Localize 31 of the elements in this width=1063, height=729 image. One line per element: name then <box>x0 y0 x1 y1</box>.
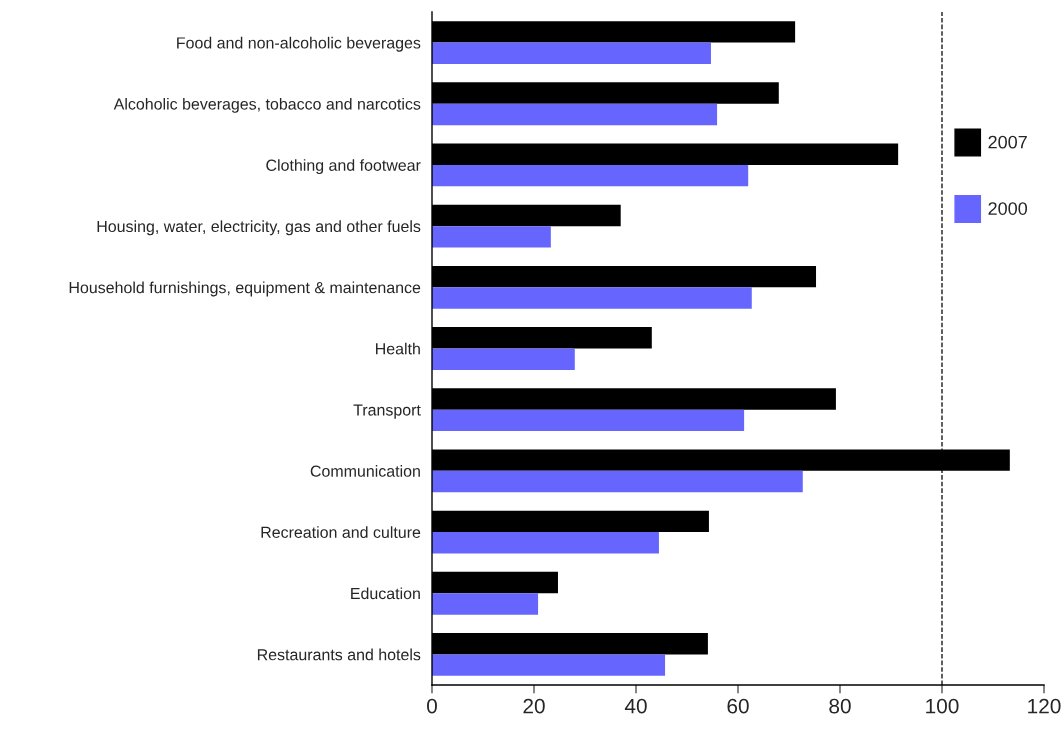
x-tick-label: 100 <box>926 698 959 714</box>
x-tick-label: 80 <box>829 698 851 714</box>
y-tick-label: Alcoholic beverages, tobacco and narcotics <box>113 97 421 113</box>
y-tick-label: Household furnishings, equipment & maintenance <box>69 281 421 297</box>
legend-label: 2007 <box>988 135 1027 149</box>
bar <box>432 287 752 309</box>
y-tick-label: Food and non-alcoholic beverages <box>177 36 421 52</box>
legend-label: 2000 <box>988 202 1028 215</box>
bar <box>432 103 718 126</box>
y-tick-label: Education <box>351 587 420 600</box>
bar <box>432 654 666 676</box>
bar <box>432 532 659 554</box>
bar <box>432 42 711 64</box>
y-tick-label: Recreation and culture <box>261 526 421 538</box>
y-tick-label: Health <box>376 342 420 355</box>
bar <box>432 226 551 248</box>
x-tick-label: 20 <box>523 698 545 714</box>
y-tick-label: Restaurants and hotels <box>257 648 421 661</box>
x-tick-label: 40 <box>624 698 647 714</box>
x-tick-label: 60 <box>727 698 749 714</box>
x-tick-label: 0 <box>427 698 437 714</box>
x-tick-label: 120 <box>1028 698 1061 714</box>
y-tick-label: Transport <box>353 404 421 419</box>
bar <box>432 348 575 370</box>
y-tick-label: Housing, water, electricity, gas and other fuels <box>97 220 421 236</box>
bar <box>432 470 803 493</box>
y-tick-label: Clothing and footwear <box>266 159 421 175</box>
bar <box>432 409 745 432</box>
y-tick-label: Communication <box>310 465 420 477</box>
bar <box>432 593 539 615</box>
bar <box>432 164 749 187</box>
